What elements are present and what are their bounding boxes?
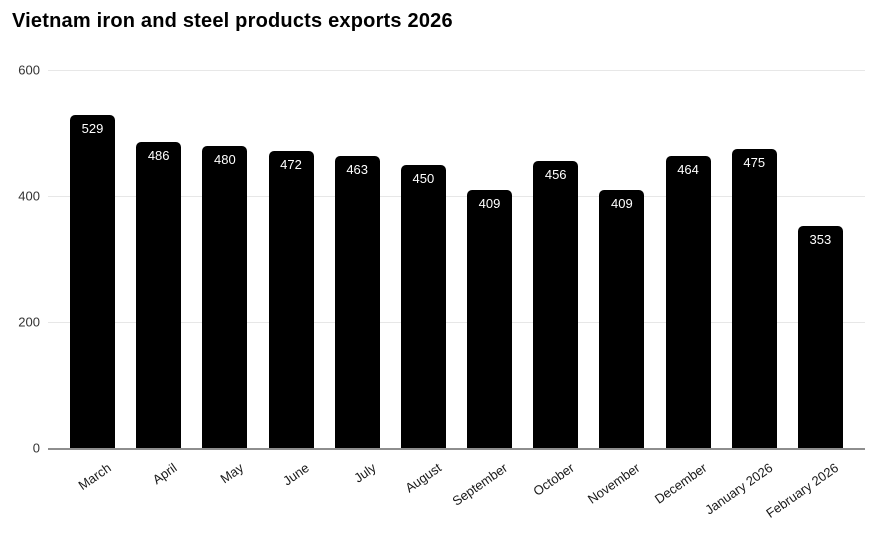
bar-june: 472 (268, 150, 314, 448)
x-axis-slot: November (585, 448, 644, 533)
x-axis-label: December (651, 460, 710, 507)
bar-value-label: 463 (346, 162, 369, 178)
y-axis-tick-label: 0 (32, 440, 40, 456)
bar-october: 456 (533, 160, 579, 448)
bar-december: 464 (665, 155, 711, 448)
bar-july: 463 (334, 156, 380, 448)
bar-september: 409 (467, 190, 513, 448)
x-axis-slot: December (651, 448, 711, 533)
x-axis-label: July (350, 460, 379, 486)
y-axis-tick-label: 400 (18, 188, 40, 204)
x-axis-label: May (217, 460, 246, 487)
gridline (48, 322, 865, 323)
bar-value-label: 409 (478, 196, 501, 212)
bar-january-2026: 475 (731, 148, 777, 448)
x-axis: March April May June July August September Octo… (48, 448, 865, 533)
x-axis-slot: March (70, 448, 115, 533)
bar-value-label: 450 (412, 170, 435, 186)
x-axis-label: August (402, 460, 445, 496)
bar-value-label: 480 (213, 151, 236, 167)
plot-area: 529 486 480 472 463 450 409 456 409 464 475 353 Mar… (48, 70, 865, 521)
bar-value-label: 472 (280, 156, 302, 172)
x-axis-slot: February 2026 (764, 448, 843, 533)
x-axis-slot: August (401, 448, 446, 533)
x-axis-slot: July (335, 448, 380, 533)
bar-value-label: 353 (809, 231, 832, 247)
x-axis-slot: September (450, 448, 512, 533)
bar-february-2026: 353 (797, 225, 843, 448)
x-axis-label: April (149, 460, 180, 488)
y-axis-tick-label: 200 (18, 314, 40, 330)
bars: 529 486 480 472 463 450 409 456 409 464 475 353 (48, 70, 865, 448)
x-axis-label: September (449, 460, 511, 509)
gridline (48, 196, 865, 197)
x-axis-label: October (530, 460, 577, 499)
bar-value-label: 486 (147, 147, 170, 163)
bar-april: 486 (136, 141, 182, 448)
chart-title: Vietnam iron and steel products exports … (12, 10, 453, 32)
bar-value-label: 464 (677, 161, 699, 177)
gridline (48, 70, 865, 71)
x-axis-slot: January 2026 (702, 448, 777, 533)
x-axis-slot: October (530, 448, 578, 533)
x-axis-label: November (585, 460, 643, 507)
x-axis-slot: May (202, 448, 247, 533)
x-axis-label: March (75, 460, 114, 494)
bar-november: 409 (599, 190, 645, 448)
bar-may: 480 (202, 145, 248, 448)
bar-value-label: 456 (544, 166, 567, 182)
bar-august: 450 (400, 164, 446, 448)
bar-march: 529 (70, 114, 115, 448)
y-axis: 0 200 400 600 (0, 63, 40, 456)
x-axis-label: June (280, 460, 313, 489)
x-axis-slot: June (269, 448, 314, 533)
x-axis-slot: April (136, 448, 181, 533)
bar-value-label: 409 (611, 196, 633, 212)
bar-value-label: 529 (81, 120, 104, 136)
y-axis-tick-label: 600 (18, 62, 40, 78)
bar-value-label: 475 (743, 154, 766, 170)
